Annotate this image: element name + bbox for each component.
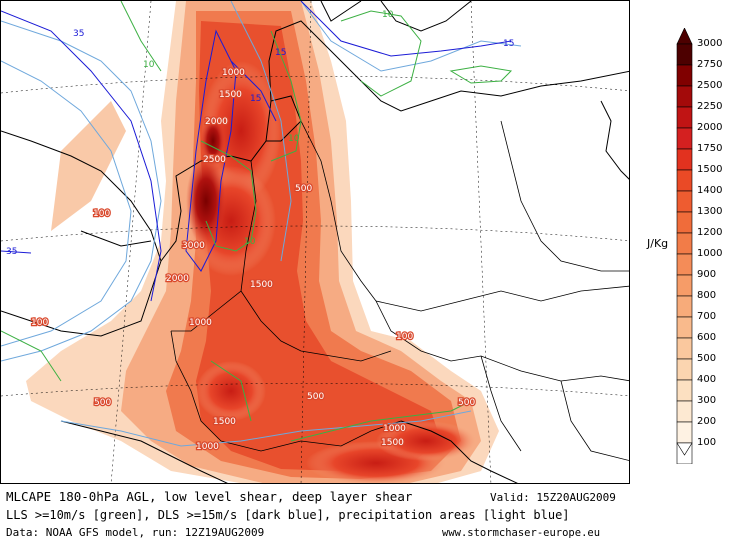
colorbar-swatch (676, 232, 693, 255)
colorbar-tick-label: 400 (697, 374, 717, 385)
dls-label: 15 (503, 39, 514, 49)
colorbar-tick-label: 600 (697, 332, 717, 343)
colorbar-swatch (676, 127, 693, 150)
map-title: MLCAPE 180-0hPa AGL, low level shear, de… (6, 489, 413, 504)
legend-description: LLS >=10m/s [green], DLS >=15m/s [dark b… (6, 508, 570, 522)
cape-label: 2000 (205, 117, 228, 127)
cape-label: 1500 (219, 90, 242, 100)
lls-label: 10 (288, 134, 300, 144)
cape-contour-labels: 1000 1500 2000 2500 3000 2000 1500 1000 … (30, 67, 477, 454)
cape-label: 1000 (189, 318, 212, 328)
cape-label: 100 (31, 318, 48, 328)
colorbar-tick-label: 2000 (697, 122, 723, 133)
colorbar-swatch (676, 274, 693, 297)
colorbar-tick-label: 3000 (697, 38, 723, 49)
dls-contours (1, 1, 512, 302)
cape-label: 3000 (182, 241, 205, 251)
colorbar-tick-label: 200 (697, 416, 717, 427)
cape-label: 2500 (203, 155, 226, 165)
colorbar-tick-label: 1750 (697, 143, 723, 154)
colorbar-top-arrow (676, 28, 693, 45)
colorbar-swatch (676, 211, 693, 234)
colorbar-tick-label: 1400 (697, 185, 723, 196)
colorbar-swatch (676, 106, 693, 129)
cape-label: 1500 (381, 438, 404, 448)
lls-label: 10 (143, 60, 155, 70)
colorbar-tick-label: 1500 (697, 164, 723, 175)
weather-map: 1000 1500 2000 2500 3000 2000 1500 1000 … (0, 0, 630, 484)
graticule (1, 1, 629, 483)
lls-label: 10 (382, 10, 394, 20)
cape-label: 1000 (222, 68, 245, 78)
colorbar-tick-label: 300 (697, 395, 717, 406)
colorbar-tick-label: 900 (697, 269, 717, 280)
shear-contour-labels: 10 10 10 10 15 15 15 35 35 (6, 10, 514, 257)
cape-label: 1000 (383, 424, 406, 434)
colorbar-tick-label: 1300 (697, 206, 723, 217)
colorbar-swatch (676, 85, 693, 108)
cape-label: 500 (458, 398, 475, 408)
map-canvas: 1000 1500 2000 2500 3000 2000 1500 1000 … (1, 1, 629, 483)
cape-label: 100 (396, 332, 413, 342)
colorbar-tick-label: 2250 (697, 101, 723, 112)
dls-label: 15 (275, 48, 286, 58)
cape-label: 1500 (250, 280, 273, 290)
colorbar-swatch (676, 337, 693, 360)
colorbar-tick-label: 500 (697, 353, 717, 364)
colorbar-tick-label: 1000 (697, 248, 723, 259)
colorbar-swatch (676, 148, 693, 171)
colorbar-swatch (676, 253, 693, 276)
dls-label: 35 (6, 247, 17, 257)
cape-label: 1000 (196, 442, 219, 452)
colorbar (676, 28, 693, 464)
colorbar-swatch (676, 358, 693, 381)
colorbar-bottom-arrow (676, 442, 693, 456)
country-borders (170, 120, 629, 461)
colorbar-swatch (676, 316, 693, 339)
cape-label: 1500 (213, 417, 236, 427)
colorbar-tick-label: 100 (697, 437, 717, 448)
cape-shading (26, 1, 499, 483)
source-url: www.stormchaser-europe.eu (442, 527, 601, 539)
lls-contours (1, 1, 513, 442)
dls-label: 35 (73, 29, 84, 39)
dls-label: 15 (250, 94, 261, 104)
cape-label: 500 (307, 392, 324, 402)
map-footer: MLCAPE 180-0hPa AGL, low level shear, de… (0, 485, 630, 549)
cape-label: 2000 (166, 274, 189, 284)
cape-label: 500 (295, 184, 312, 194)
colorbar-swatch (676, 295, 693, 318)
colorbar-swatch (676, 421, 693, 444)
colorbar-swatch (676, 190, 693, 213)
data-source: Data: NOAA GFS model, run: 12Z19AUG2009 (6, 526, 265, 539)
colorbar-swatch (676, 169, 693, 192)
colorbar-tick-label: 800 (697, 290, 717, 301)
colorbar-unit: J/Kg (647, 237, 669, 250)
colorbar-tick-label: 1200 (697, 227, 723, 238)
cape-label: 500 (94, 398, 111, 408)
precipitation-contours (1, 1, 522, 447)
valid-time: Valid: 15Z20AUG2009 (490, 491, 616, 504)
colorbar-tick-label: 2500 (697, 80, 723, 91)
colorbar-swatch (676, 400, 693, 423)
colorbar-tick-label: 700 (697, 311, 717, 322)
colorbar-swatch (676, 379, 693, 402)
lls-label: 10 (244, 237, 256, 247)
cape-label: 100 (93, 209, 110, 219)
colorbar-tick-label: 2750 (697, 59, 723, 70)
colorbar-swatch (676, 43, 693, 66)
colorbar-swatch (676, 64, 693, 87)
